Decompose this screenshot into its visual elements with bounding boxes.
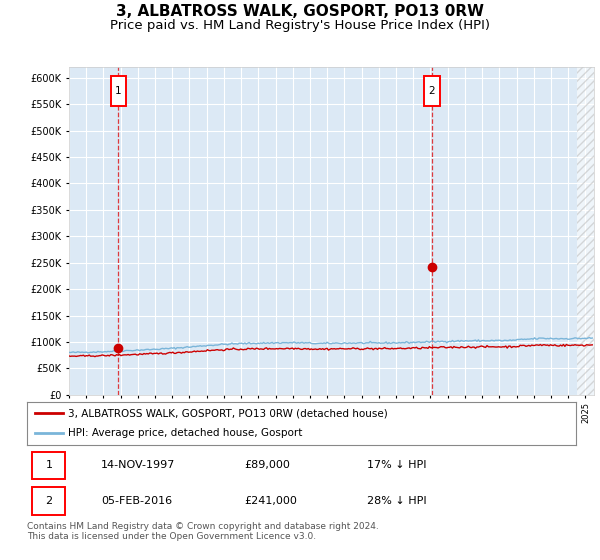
Text: 3, ALBATROSS WALK, GOSPORT, PO13 0RW (detached house): 3, ALBATROSS WALK, GOSPORT, PO13 0RW (de… bbox=[68, 408, 388, 418]
Text: 3, ALBATROSS WALK, GOSPORT, PO13 0RW: 3, ALBATROSS WALK, GOSPORT, PO13 0RW bbox=[116, 4, 484, 20]
FancyBboxPatch shape bbox=[32, 452, 65, 479]
Bar bbox=[577, 67, 600, 395]
Text: 14-NOV-1997: 14-NOV-1997 bbox=[101, 460, 175, 470]
Text: 05-FEB-2016: 05-FEB-2016 bbox=[101, 496, 172, 506]
Text: 28% ↓ HPI: 28% ↓ HPI bbox=[367, 496, 427, 506]
Text: 17% ↓ HPI: 17% ↓ HPI bbox=[367, 460, 427, 470]
Text: 2: 2 bbox=[46, 496, 53, 506]
Text: HPI: Average price, detached house, Gosport: HPI: Average price, detached house, Gosp… bbox=[68, 428, 302, 438]
Text: £89,000: £89,000 bbox=[244, 460, 290, 470]
FancyBboxPatch shape bbox=[32, 487, 65, 515]
Text: 2: 2 bbox=[429, 86, 436, 96]
Text: 1: 1 bbox=[46, 460, 52, 470]
Text: £241,000: £241,000 bbox=[244, 496, 297, 506]
FancyBboxPatch shape bbox=[110, 76, 126, 106]
Text: 1: 1 bbox=[115, 86, 122, 96]
Text: Contains HM Land Registry data © Crown copyright and database right 2024.
This d: Contains HM Land Registry data © Crown c… bbox=[27, 522, 379, 542]
Text: Price paid vs. HM Land Registry's House Price Index (HPI): Price paid vs. HM Land Registry's House … bbox=[110, 19, 490, 32]
FancyBboxPatch shape bbox=[424, 76, 440, 106]
